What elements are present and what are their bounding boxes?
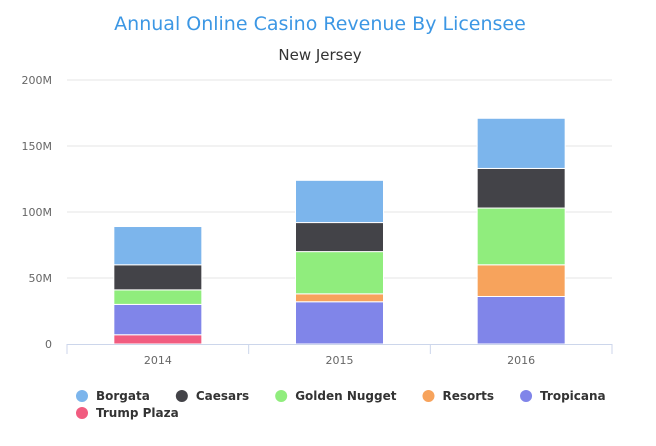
bar-segment[interactable] [295,179,384,224]
bar-segment[interactable] [476,207,566,266]
bar-segment[interactable] [476,264,566,297]
bars [113,117,566,345]
y-tick-label: 50M [29,272,53,285]
bar-segment[interactable] [476,295,566,345]
x-axis: 2014 2015 2016 [66,344,613,367]
legend-item[interactable]: Caesars [175,389,249,403]
y-tick-label: 0 [45,338,52,351]
bar-segment[interactable] [295,293,384,303]
bar-segment[interactable] [113,264,203,291]
legend-marker [520,390,533,402]
x-tick-label: 2016 [507,354,535,367]
bar-segment[interactable] [476,167,566,209]
y-tick-label: 150M [22,140,53,153]
bar-segment[interactable] [113,303,203,336]
legend: Borgata Caesars Golden Nugget Resorts Tropic… [76,389,606,420]
x-tick-label: 2015 [326,354,354,367]
legend-label: Borgata [96,389,150,403]
legend-label: Tropicana [540,389,606,403]
legend-label: Caesars [196,389,249,403]
chart-title: Annual Online Casino Revenue By Licensee [114,13,526,35]
legend-marker [76,390,88,402]
chart-subtitle: New Jersey [278,46,361,64]
bar-segment[interactable] [295,251,384,295]
legend-item[interactable]: Golden Nugget [275,389,397,403]
bar-segment[interactable] [113,334,203,345]
legend-item[interactable]: Trump Plaza [76,406,179,420]
bar-segment[interactable] [113,289,203,305]
legend-item[interactable]: Tropicana [520,389,606,403]
legend-marker [275,390,288,402]
legend-marker [422,390,435,402]
y-tick-label: 100M [22,206,53,219]
bar-segment[interactable] [295,222,384,253]
bar-segment[interactable] [476,117,566,169]
x-tick-label: 2014 [144,354,172,367]
y-axis: 0 50M 100M 150M 200M [22,74,53,351]
bar-segment[interactable] [113,226,203,266]
y-tick-label: 200M [22,74,53,87]
legend-label: Trump Plaza [96,406,179,420]
legend-marker [76,407,88,419]
legend-marker [175,390,188,402]
bar-segment[interactable] [295,301,384,345]
legend-item[interactable]: Resorts [422,389,494,403]
legend-label: Resorts [442,389,494,403]
legend-item[interactable]: Borgata [76,389,150,403]
legend-label: Golden Nugget [295,389,397,403]
